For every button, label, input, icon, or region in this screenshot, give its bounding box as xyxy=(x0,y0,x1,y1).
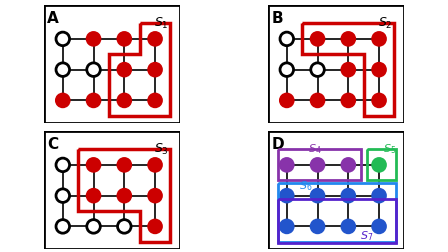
Circle shape xyxy=(148,189,162,202)
Circle shape xyxy=(372,63,386,76)
Text: C: C xyxy=(47,137,59,152)
Circle shape xyxy=(87,32,100,46)
Text: $S_7$: $S_7$ xyxy=(360,230,374,243)
Text: $S_3$: $S_3$ xyxy=(154,142,168,157)
Circle shape xyxy=(341,189,355,202)
Circle shape xyxy=(87,94,100,107)
Circle shape xyxy=(56,189,69,202)
Circle shape xyxy=(148,32,162,46)
Circle shape xyxy=(280,220,293,233)
Circle shape xyxy=(56,94,69,107)
Circle shape xyxy=(56,32,69,46)
Circle shape xyxy=(341,94,355,107)
Circle shape xyxy=(280,158,293,172)
Circle shape xyxy=(87,220,100,233)
Circle shape xyxy=(117,94,131,107)
Circle shape xyxy=(341,220,355,233)
Circle shape xyxy=(280,189,293,202)
Circle shape xyxy=(117,158,131,172)
Circle shape xyxy=(148,94,162,107)
Circle shape xyxy=(56,63,69,76)
Circle shape xyxy=(372,158,386,172)
Text: $S_1$: $S_1$ xyxy=(154,16,168,31)
Circle shape xyxy=(117,220,131,233)
Circle shape xyxy=(87,158,100,172)
Circle shape xyxy=(341,32,355,46)
Circle shape xyxy=(117,189,131,202)
Circle shape xyxy=(87,189,100,202)
Circle shape xyxy=(311,220,324,233)
Circle shape xyxy=(311,32,324,46)
Circle shape xyxy=(148,158,162,172)
Text: $S_4$: $S_4$ xyxy=(308,142,321,155)
Circle shape xyxy=(280,32,293,46)
Circle shape xyxy=(341,63,355,76)
Text: $S_6$: $S_6$ xyxy=(298,179,312,193)
Circle shape xyxy=(56,220,69,233)
Text: B: B xyxy=(271,11,283,26)
Circle shape xyxy=(56,158,69,172)
Circle shape xyxy=(372,32,386,46)
Circle shape xyxy=(311,158,324,172)
Text: $S_5$: $S_5$ xyxy=(383,142,396,155)
Circle shape xyxy=(311,189,324,202)
Circle shape xyxy=(341,158,355,172)
Text: D: D xyxy=(271,137,284,152)
Circle shape xyxy=(117,63,131,76)
Text: $S_2$: $S_2$ xyxy=(378,16,392,31)
Circle shape xyxy=(311,94,324,107)
Circle shape xyxy=(372,189,386,202)
Circle shape xyxy=(280,63,293,76)
Circle shape xyxy=(372,220,386,233)
Circle shape xyxy=(372,94,386,107)
Circle shape xyxy=(87,63,100,76)
Text: A: A xyxy=(47,11,59,26)
Circle shape xyxy=(311,63,324,76)
Circle shape xyxy=(280,94,293,107)
Circle shape xyxy=(117,32,131,46)
Circle shape xyxy=(148,220,162,233)
Circle shape xyxy=(148,63,162,76)
